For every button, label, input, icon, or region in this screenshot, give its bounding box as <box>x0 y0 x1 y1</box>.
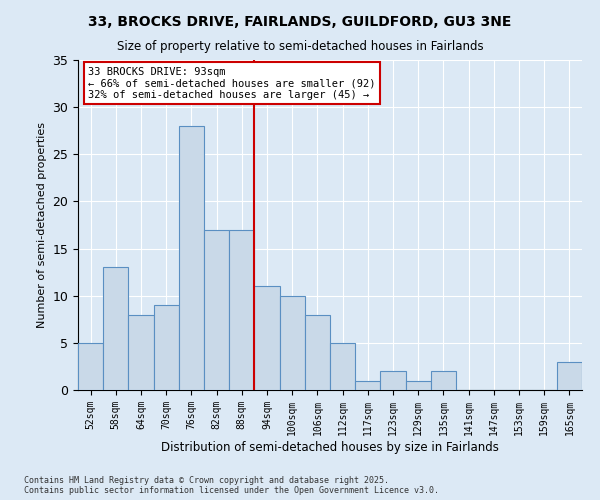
Bar <box>406 380 431 390</box>
Bar <box>154 305 179 390</box>
X-axis label: Distribution of semi-detached houses by size in Fairlands: Distribution of semi-detached houses by … <box>161 440 499 454</box>
Y-axis label: Number of semi-detached properties: Number of semi-detached properties <box>37 122 47 328</box>
Bar <box>179 126 204 390</box>
Bar <box>78 343 103 390</box>
Bar <box>254 286 280 390</box>
Bar <box>204 230 229 390</box>
Bar <box>128 314 154 390</box>
Bar <box>280 296 305 390</box>
Bar <box>431 371 456 390</box>
Text: 33, BROCKS DRIVE, FAIRLANDS, GUILDFORD, GU3 3NE: 33, BROCKS DRIVE, FAIRLANDS, GUILDFORD, … <box>88 15 512 29</box>
Bar <box>330 343 355 390</box>
Bar <box>305 314 330 390</box>
Text: 33 BROCKS DRIVE: 93sqm
← 66% of semi-detached houses are smaller (92)
32% of sem: 33 BROCKS DRIVE: 93sqm ← 66% of semi-det… <box>88 66 376 100</box>
Bar <box>557 362 582 390</box>
Bar <box>355 380 380 390</box>
Bar <box>380 371 406 390</box>
Bar <box>229 230 254 390</box>
Bar <box>103 268 128 390</box>
Text: Size of property relative to semi-detached houses in Fairlands: Size of property relative to semi-detach… <box>116 40 484 53</box>
Text: Contains HM Land Registry data © Crown copyright and database right 2025.
Contai: Contains HM Land Registry data © Crown c… <box>24 476 439 495</box>
